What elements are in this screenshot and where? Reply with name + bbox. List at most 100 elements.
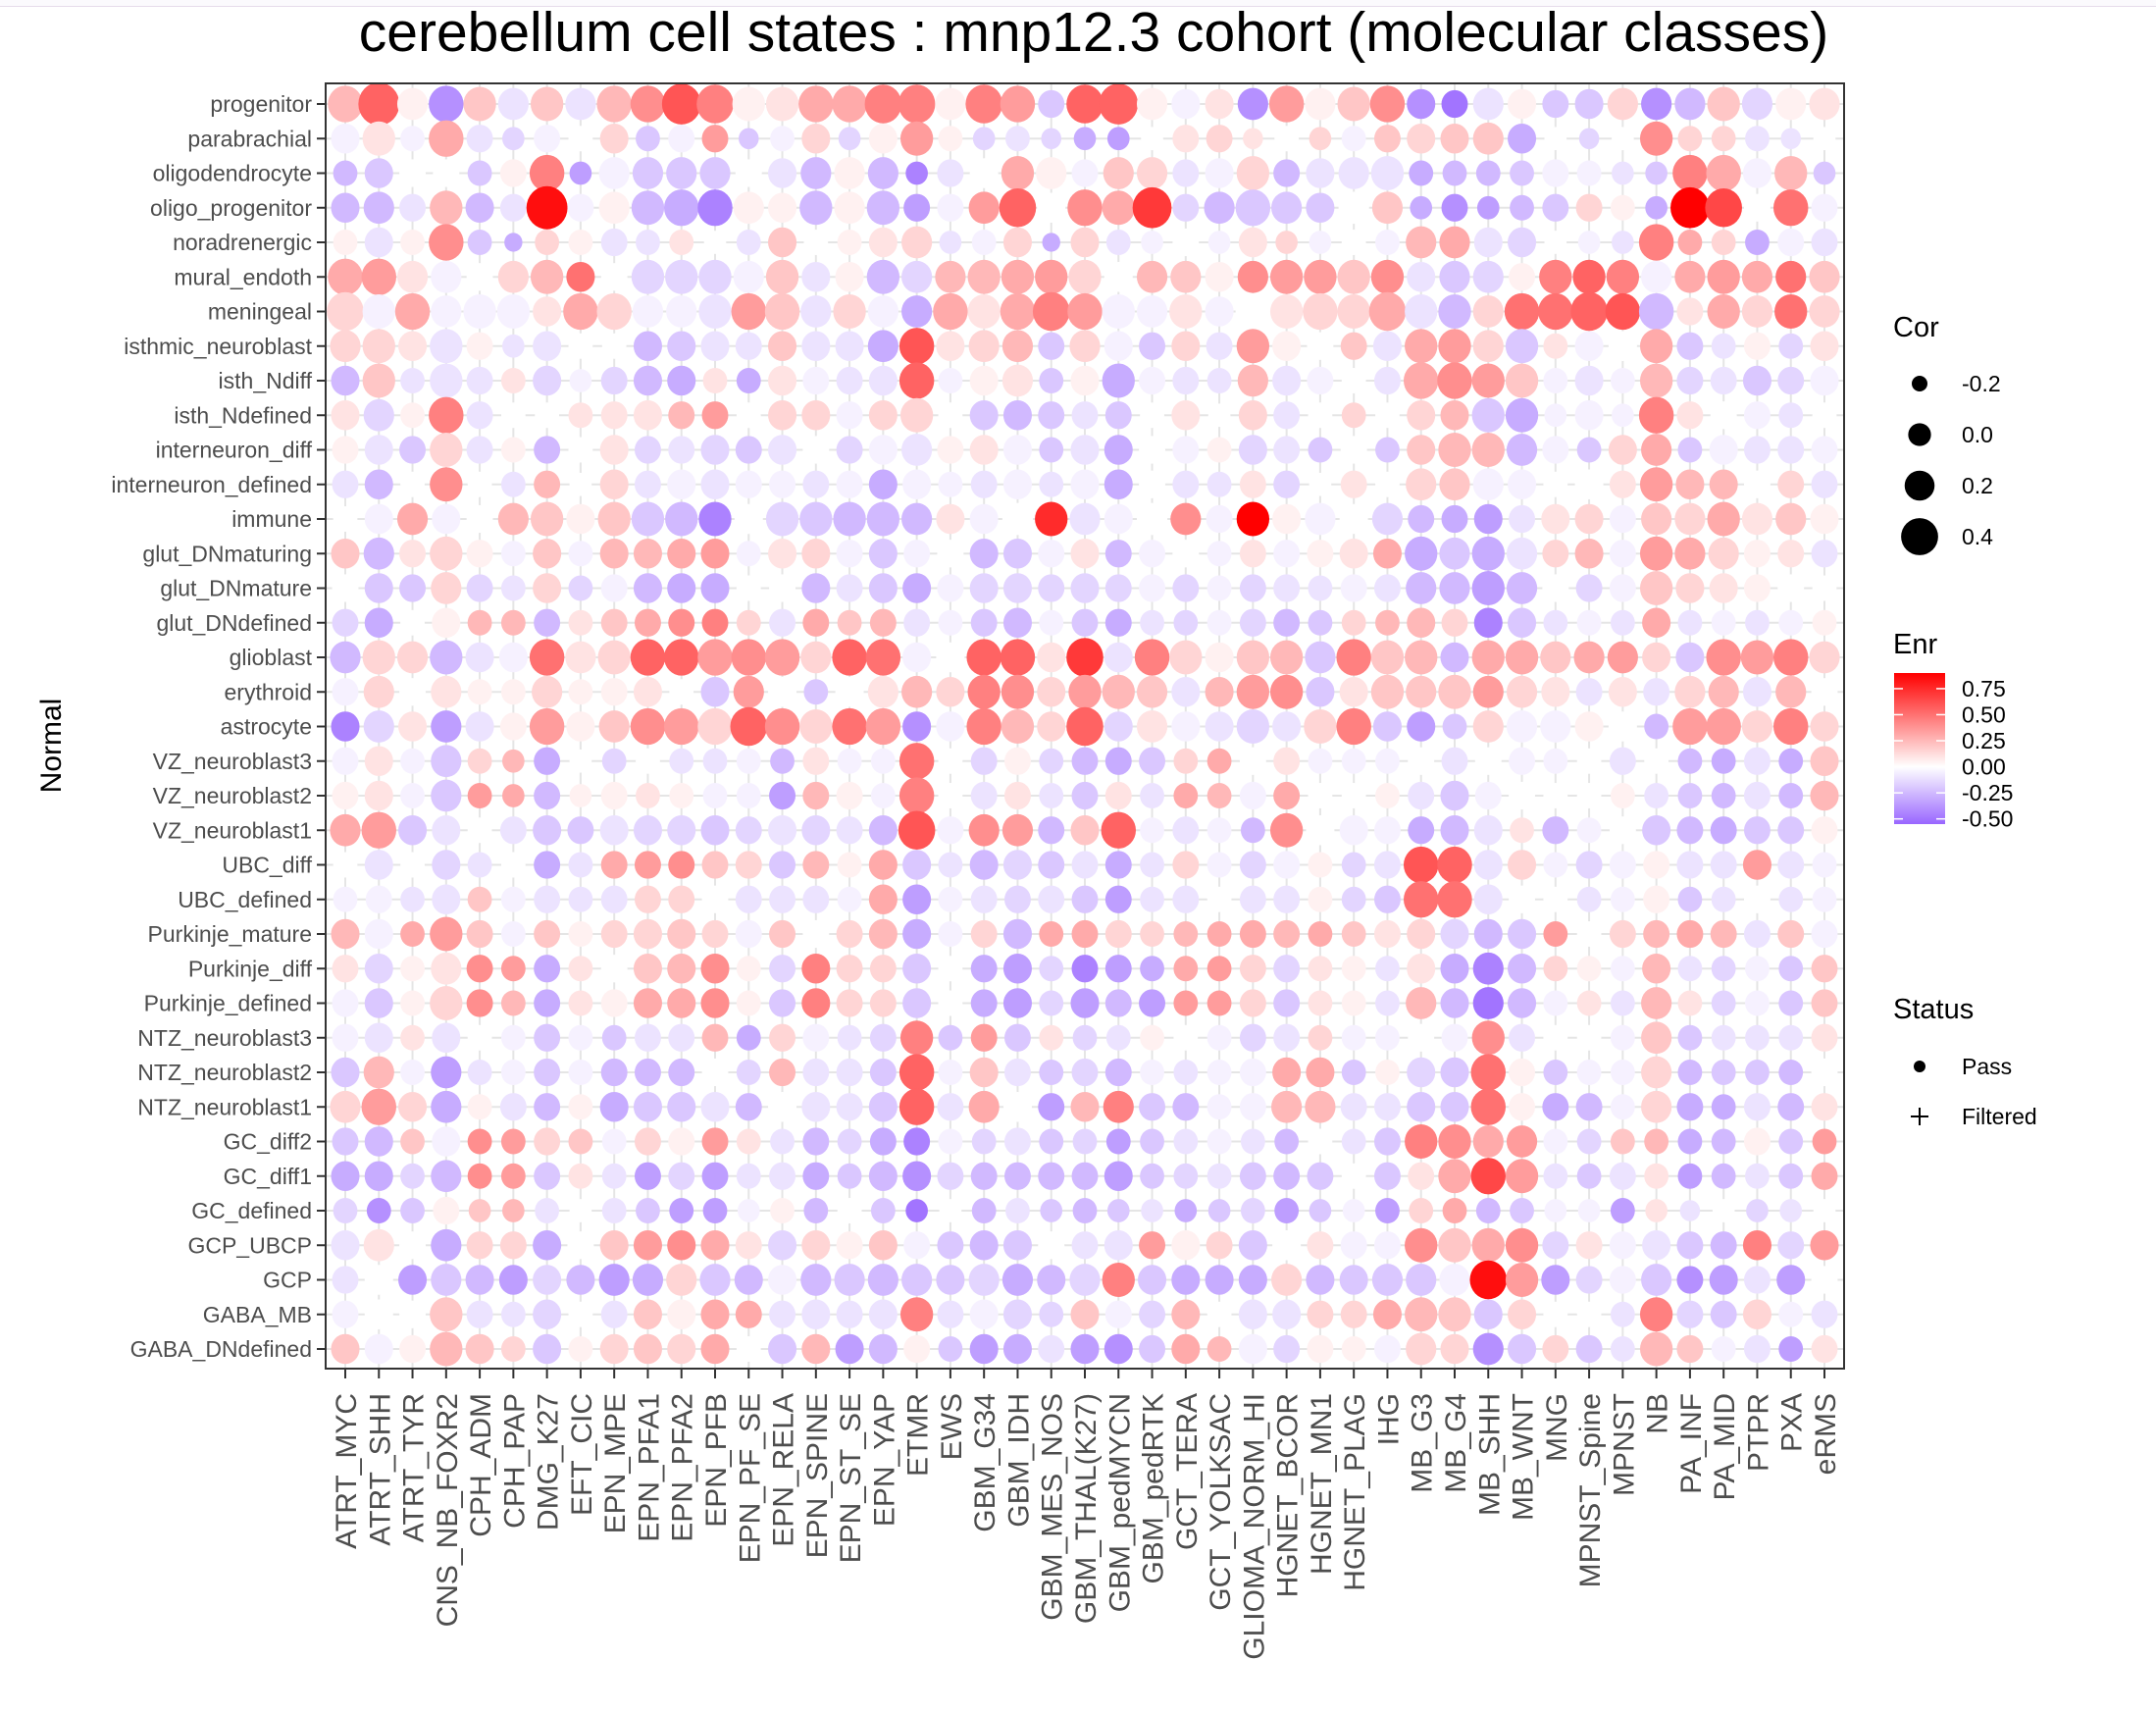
data-point [1207, 231, 1231, 254]
data-point [1610, 367, 1635, 394]
data-point [1104, 435, 1133, 465]
data-point [1540, 641, 1571, 674]
data-point [1677, 1059, 1703, 1086]
data-point [1239, 1162, 1266, 1190]
pass-dot-icon [1914, 1061, 1925, 1072]
data-point [834, 157, 865, 189]
data-point [1240, 1128, 1265, 1155]
data-point [769, 851, 796, 879]
data-point [1273, 919, 1301, 949]
data-point [1473, 503, 1503, 535]
data-point [1236, 501, 1270, 537]
data-point [1239, 989, 1266, 1017]
data-point [1439, 537, 1470, 570]
data-point [1206, 1059, 1232, 1086]
data-point [1574, 538, 1604, 569]
data-point [1812, 402, 1837, 429]
data-point [1743, 747, 1771, 775]
data-point [736, 609, 761, 636]
data-point [466, 989, 493, 1017]
data-point [1042, 233, 1060, 252]
data-point [935, 260, 966, 293]
x-tick-label: IHG [1372, 1393, 1405, 1445]
data-point [802, 470, 830, 498]
data-point [1001, 364, 1034, 397]
data-point [1309, 1199, 1332, 1222]
data-point [1370, 640, 1405, 675]
shape-legend-title: Status [1893, 994, 1974, 1025]
data-point [937, 540, 964, 568]
y-tick-label: GCP [263, 1268, 312, 1293]
data-point [1775, 502, 1807, 536]
data-point [700, 538, 730, 569]
data-point [1441, 608, 1468, 637]
data-point [1104, 989, 1132, 1017]
data-point [1473, 850, 1503, 880]
data-point [400, 1024, 425, 1051]
data-point [696, 84, 734, 124]
data-point [1470, 1054, 1507, 1091]
y-tick-label: isthmic_neuroblast [124, 334, 312, 359]
data-point [1645, 195, 1668, 220]
data-point [1440, 1057, 1469, 1088]
data-point [1206, 1094, 1232, 1120]
data-point [599, 1091, 629, 1122]
data-point [1476, 195, 1500, 220]
data-point [1612, 403, 1634, 428]
data-point [969, 538, 999, 569]
data-point [1509, 747, 1536, 775]
data-point [701, 919, 729, 949]
data-point [1336, 639, 1371, 676]
data-point [568, 437, 593, 463]
data-point [1002, 1229, 1032, 1261]
data-point [1206, 471, 1232, 497]
data-point [1370, 259, 1405, 294]
data-point [430, 1331, 463, 1367]
data-point [1069, 330, 1101, 363]
data-point [1472, 295, 1504, 328]
data-point [566, 261, 595, 292]
data-point [970, 919, 998, 949]
data-point [769, 919, 796, 949]
data-point [1003, 1023, 1031, 1052]
data-point [1642, 1229, 1671, 1261]
data-point [1812, 1128, 1837, 1155]
data-point [902, 884, 932, 915]
y-axis: progenitorparabrachialoligodendrocyteoli… [111, 91, 326, 1362]
data-point [1005, 126, 1030, 152]
data-point [431, 572, 462, 604]
data-point [1038, 885, 1065, 913]
data-point [903, 1127, 931, 1156]
data-point [631, 190, 665, 226]
data-point [799, 709, 833, 744]
data-point [1475, 1197, 1501, 1224]
data-point [1274, 1128, 1300, 1155]
data-point [568, 1128, 593, 1155]
data-point [1067, 292, 1103, 331]
x-tick-label: HGNET_BCOR [1272, 1393, 1305, 1597]
data-point [1308, 920, 1333, 948]
data-point [837, 1197, 862, 1224]
data-point [1171, 88, 1201, 120]
data-point [735, 470, 762, 498]
data-point [1373, 1334, 1401, 1364]
data-point [332, 1300, 359, 1328]
data-point [1440, 642, 1469, 673]
data-point [1676, 1266, 1704, 1294]
data-point [1577, 231, 1601, 254]
data-point [1102, 363, 1135, 398]
data-point [1206, 609, 1232, 636]
data-point [598, 1264, 630, 1296]
data-point [1173, 990, 1199, 1016]
data-point [498, 642, 528, 673]
data-point [1338, 191, 1369, 225]
size-legend-key [1904, 470, 1935, 501]
data-point [1811, 919, 1838, 949]
data-point [634, 436, 661, 464]
data-point [600, 989, 628, 1017]
data-point [1375, 990, 1400, 1016]
data-point [1472, 987, 1504, 1019]
data-point [1240, 1197, 1265, 1224]
data-point [1273, 989, 1301, 1017]
data-point [1408, 781, 1435, 810]
